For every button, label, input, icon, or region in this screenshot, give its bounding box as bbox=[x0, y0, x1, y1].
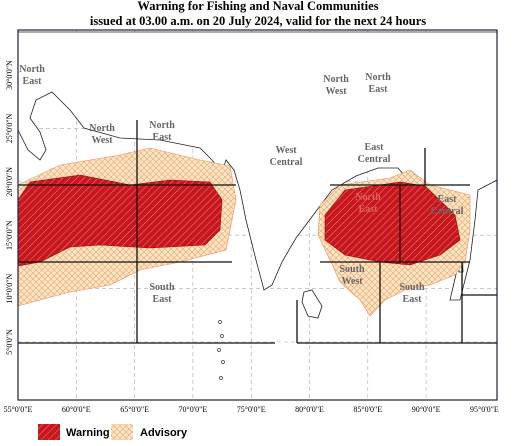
map-frame bbox=[17, 29, 498, 401]
warning-area bbox=[324, 181, 461, 266]
region-label-line: East bbox=[23, 76, 43, 87]
legend-swatch-warning bbox=[38, 424, 60, 440]
region-label-line: West bbox=[325, 86, 347, 97]
maldives bbox=[217, 320, 225, 380]
lon-label: 55°0'0"E bbox=[4, 405, 33, 414]
lat-label: 30°0'0"N bbox=[5, 60, 14, 90]
region-label-line: South bbox=[399, 282, 424, 293]
warning-area bbox=[17, 174, 223, 267]
region-label: North East bbox=[365, 72, 391, 95]
lat-label: 20°0'0"N bbox=[5, 167, 14, 197]
lat-label: 5°0'0"N bbox=[5, 329, 14, 355]
region-label-line: West bbox=[91, 135, 113, 146]
region-label-line: East bbox=[153, 132, 173, 143]
lon-label: 85°0'0"E bbox=[353, 405, 382, 414]
region-label: West Central bbox=[270, 145, 303, 168]
lon-label: 80°0'0"E bbox=[295, 405, 324, 414]
region-label-line: North bbox=[19, 64, 45, 75]
region-label-line: South bbox=[339, 264, 364, 275]
region-label-line: East bbox=[359, 204, 379, 215]
lon-label: 90°0'0"E bbox=[412, 405, 441, 414]
lon-label: 60°0'0"E bbox=[62, 405, 91, 414]
region-label-line: Central bbox=[270, 157, 303, 168]
region-label: South West bbox=[339, 264, 364, 287]
region-label: North West bbox=[89, 123, 115, 146]
area-boundaries bbox=[18, 120, 497, 344]
region-label-line: East bbox=[403, 294, 423, 305]
region-label-line: North bbox=[323, 74, 349, 85]
land-arabia bbox=[17, 31, 498, 301]
region-label-line: North bbox=[149, 120, 175, 131]
lon-label: 65°0'0"E bbox=[120, 405, 149, 414]
lat-label: 10°0'0"N bbox=[5, 274, 14, 304]
region-label-line: East bbox=[369, 84, 389, 95]
subtitle: issued at 03.00 a.m. on 20 July 2024, va… bbox=[90, 14, 426, 28]
region-label-line: Central bbox=[358, 154, 391, 165]
region-label: East Central bbox=[358, 142, 391, 165]
labels: 55°0'0"E 60°0'0"E 65°0'0"E 70°0'0"E 75°0'0"E… bbox=[4, 60, 499, 414]
legend-label: Warning bbox=[66, 427, 110, 439]
region-label: North West bbox=[323, 74, 349, 97]
region-label-line: South bbox=[149, 282, 174, 293]
region-label-line: East bbox=[438, 194, 458, 205]
lon-label: 70°0'0"E bbox=[179, 405, 208, 414]
region-label: South East bbox=[399, 282, 424, 305]
lon-label: 75°0'0"E bbox=[237, 405, 266, 414]
region-label-line: North bbox=[355, 192, 381, 203]
region-label-line: East bbox=[365, 142, 385, 153]
title: Warning for Fishing and Naval Communitie… bbox=[137, 0, 378, 13]
region-label: North East bbox=[19, 64, 45, 87]
region-label-line: North bbox=[89, 123, 115, 134]
lat-label: 15°0'0"N bbox=[5, 220, 14, 250]
lat-label: 25°0'0"N bbox=[5, 113, 14, 143]
region-label: North East bbox=[149, 120, 175, 143]
region-label-line: Central bbox=[431, 206, 464, 217]
region-label-line: East bbox=[153, 294, 173, 305]
legend-label: Advisory bbox=[140, 427, 188, 439]
region-label-line: North bbox=[365, 72, 391, 83]
region-label: South East bbox=[149, 282, 174, 305]
region-label: North East bbox=[355, 192, 381, 215]
region-label-line: West bbox=[275, 145, 297, 156]
region-label-line: West bbox=[341, 276, 363, 287]
region-label: East Central bbox=[431, 194, 464, 217]
legend-swatch-advisory bbox=[111, 424, 133, 440]
sri-lanka bbox=[301, 289, 323, 319]
lon-label: 95°0'0"E bbox=[470, 405, 499, 414]
